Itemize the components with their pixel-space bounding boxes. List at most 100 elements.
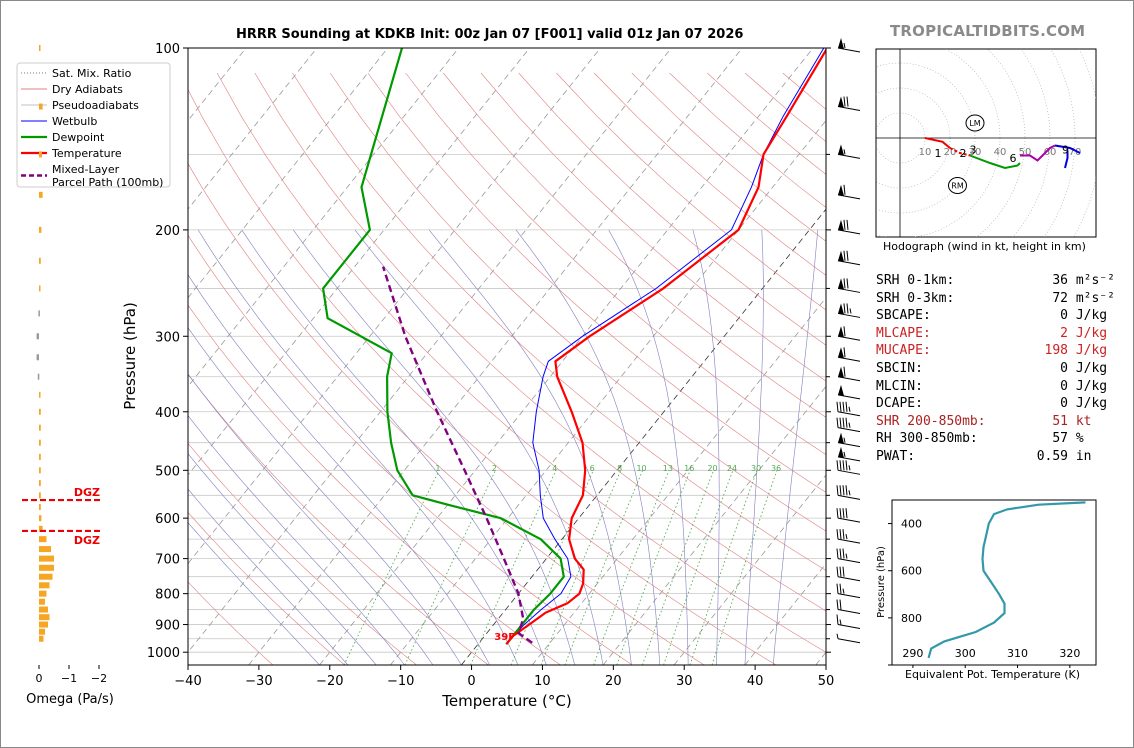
wind-barb-flag (838, 184, 844, 196)
hodograph-height-label: 1 (935, 147, 942, 160)
dry-adiabat (443, 72, 826, 418)
wind-barb-flag (838, 38, 844, 49)
y-tick-label: 700 (155, 553, 180, 568)
param-unit: J/kg (1068, 325, 1108, 341)
y-tick-label: 200 (155, 224, 180, 239)
wind-barb (837, 250, 861, 266)
param-value: 0 (1060, 308, 1068, 324)
param-row: SRH 0-1km: 36 m²s⁻² (876, 272, 1115, 290)
wind-barb-flag (838, 366, 844, 378)
theta-e-xlabel: Equivalent Pot. Temperature (K) (905, 668, 1081, 681)
omega-bar (39, 257, 41, 264)
wind-barb-full (846, 303, 849, 314)
isotherm (188, 48, 672, 653)
wind-barb-half (836, 633, 839, 639)
wind-barb-full (843, 250, 846, 261)
param-value: 57 (1052, 431, 1068, 447)
isotherm (188, 48, 601, 565)
omega-bar (39, 103, 43, 110)
wind-barb-full (836, 529, 839, 540)
mixing-ratio-label: 36 (771, 464, 781, 473)
mixing-ratio-line (616, 470, 691, 665)
dry-adiabat (188, 88, 777, 665)
wind-barb (837, 384, 861, 400)
param-unit: in (1068, 448, 1092, 464)
omega-bar (36, 333, 39, 340)
mixing-ratio-label: 1 (435, 464, 440, 473)
omega-bar (39, 564, 54, 571)
wind-barb-flag (838, 144, 844, 156)
moist-adiabat (744, 229, 764, 665)
mixing-ratio-line (711, 470, 778, 665)
theta-e-ytick-label: 400 (901, 518, 922, 531)
dry-adiabat (518, 72, 826, 346)
hodograph-trace (1064, 150, 1069, 169)
omega-bar (39, 503, 41, 510)
wind-barb-staff (837, 538, 861, 544)
omega-bar (39, 635, 44, 642)
param-value: 198 (1044, 343, 1068, 359)
hodograph-height-label: 6 (1010, 152, 1017, 165)
mixing-ratio-line (663, 470, 734, 665)
moist-adiabat (692, 229, 720, 665)
wind-barb-full (836, 508, 839, 519)
hodograph-height-label: 2 (960, 147, 967, 160)
wind-barb-staff (837, 624, 861, 630)
omega-bar (39, 480, 41, 487)
dgz-label: DGZ (74, 534, 100, 547)
legend-label: Dry Adiabats (52, 83, 123, 96)
param-unit: m²s⁻² (1068, 273, 1115, 288)
mixing-ratio-label: 16 (684, 464, 694, 473)
theta-e-xtick-label: 320 (1059, 647, 1080, 660)
wind-barb-half (848, 490, 851, 496)
y-tick-label: 600 (155, 512, 180, 527)
wind-barb (837, 303, 861, 318)
wind-barb-flag (838, 250, 844, 262)
wind-barb-staff (837, 456, 861, 462)
x-tick-label: 20 (605, 674, 622, 689)
theta-e-plot (927, 501, 1086, 659)
param-label: RH 300-850mb: (876, 431, 978, 447)
dry-adiabat (188, 163, 705, 665)
dry-adiabat (254, 72, 826, 612)
param-row: SBCIN: 0 J/kg (876, 360, 1115, 378)
moist-adiabat (354, 229, 604, 665)
hodograph-ring-label: 20 (944, 147, 957, 158)
wind-barb (837, 144, 861, 159)
moist-adiabat (188, 274, 490, 665)
mixing-ratio-line (564, 470, 644, 665)
wind-barb-staff (837, 427, 861, 433)
wind-barb-half (848, 422, 851, 428)
legend-label: Dewpoint (52, 131, 105, 144)
wind-barb-full (845, 485, 848, 496)
wind-barb-full (839, 508, 842, 519)
wind-barb-full (839, 529, 842, 540)
param-unit: J/kg (1068, 396, 1108, 412)
parameter-table: SRH 0-1km: 36 m²s⁻² SRH 0-3km: 72 m²s⁻² SBCA… (876, 272, 1115, 466)
param-row: RH 300-850mb: 57 % (876, 430, 1115, 448)
y-tick-label: 300 (155, 330, 180, 345)
wind-barb-flag (838, 384, 844, 396)
wind-barb (837, 278, 861, 293)
wind-barb-half (842, 588, 845, 594)
wind-barb (837, 326, 861, 341)
wind-barb-staff (837, 376, 861, 382)
param-label: MUCAPE: (876, 343, 931, 359)
dry-adiabat (188, 442, 417, 665)
wind-barb-full (845, 460, 848, 471)
wind-barb (837, 432, 861, 448)
wind-barb-staff (837, 356, 861, 362)
param-row: SRH 0-3km: 72 m²s⁻² (876, 290, 1115, 308)
wind-barb-full (842, 508, 845, 519)
legend: Sat. Mix. Ratio Dry Adiabats Pseudoadiabat… (16, 62, 171, 189)
omega-bar (39, 151, 42, 158)
param-row: MUCAPE: 198 J/kg (876, 342, 1115, 360)
omega-bar (39, 515, 42, 522)
wind-barb-full (836, 485, 839, 496)
wind-barb-staff (837, 394, 861, 400)
surface-temp-label: 39F (494, 632, 515, 643)
omega-bar (39, 467, 41, 474)
omega-bar (39, 555, 54, 562)
wind-barb-staff (837, 335, 861, 341)
wind-barb-full (836, 401, 839, 412)
